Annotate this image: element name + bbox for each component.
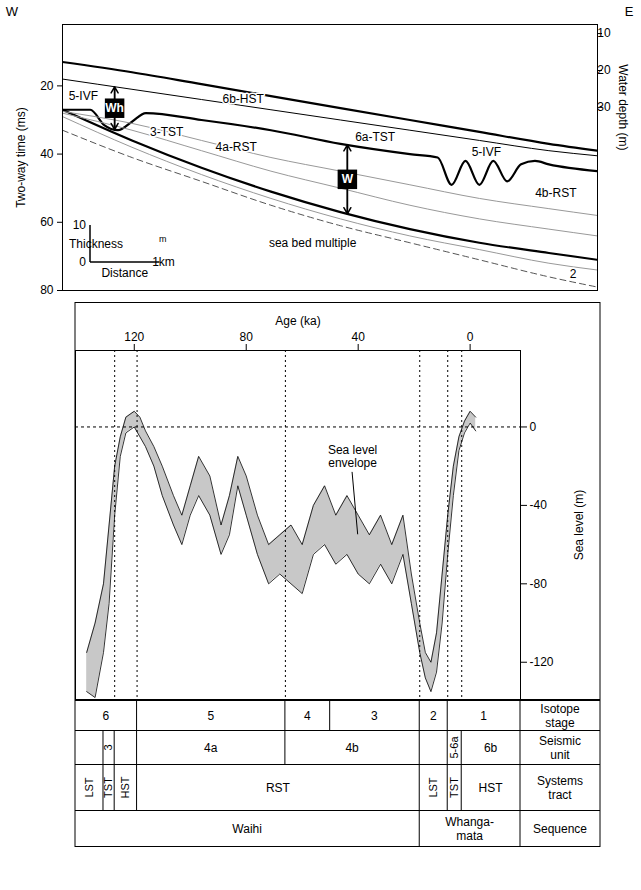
- svg-text:m: m: [159, 234, 167, 244]
- svg-text:4b: 4b: [345, 741, 359, 755]
- svg-text:-40: -40: [530, 498, 548, 512]
- svg-text:W: W: [6, 4, 19, 19]
- svg-text:6b-HST: 6b-HST: [222, 92, 264, 106]
- svg-text:Distance: Distance: [101, 266, 148, 280]
- svg-text:HST: HST: [479, 781, 504, 795]
- svg-text:Thickness: Thickness: [69, 237, 123, 251]
- svg-text:20: 20: [597, 63, 611, 77]
- svg-text:W: W: [342, 172, 354, 186]
- svg-text:HST: HST: [119, 776, 131, 798]
- svg-text:Wh: Wh: [105, 101, 124, 115]
- svg-text:120: 120: [124, 330, 144, 344]
- svg-text:LST: LST: [83, 777, 95, 797]
- svg-text:1: 1: [480, 709, 487, 723]
- svg-text:0: 0: [530, 420, 537, 434]
- svg-text:6: 6: [102, 709, 109, 723]
- svg-text:LST: LST: [427, 777, 439, 797]
- svg-text:sea bed multiple: sea bed multiple: [269, 236, 357, 250]
- svg-text:40: 40: [351, 330, 365, 344]
- svg-text:3: 3: [371, 709, 378, 723]
- svg-text:10: 10: [597, 26, 611, 40]
- svg-text:5-6a: 5-6a: [448, 736, 460, 759]
- svg-text:RST: RST: [266, 781, 291, 795]
- svg-text:Systemstract: Systemstract: [537, 774, 583, 802]
- svg-text:Isotopestage: Isotopestage: [540, 702, 580, 730]
- svg-text:Whanga-mata: Whanga-mata: [445, 815, 494, 843]
- svg-text:4a: 4a: [204, 741, 218, 755]
- svg-text:40: 40: [40, 147, 54, 161]
- svg-text:3-TST: 3-TST: [150, 125, 184, 139]
- svg-text:4b-RST: 4b-RST: [535, 186, 577, 200]
- svg-text:TST: TST: [102, 777, 114, 798]
- svg-text:80: 80: [40, 283, 54, 297]
- svg-text:3: 3: [102, 744, 114, 750]
- svg-text:0: 0: [467, 330, 474, 344]
- svg-text:Waihi: Waihi: [232, 822, 262, 836]
- svg-text:20: 20: [40, 79, 54, 93]
- svg-text:2: 2: [570, 267, 577, 281]
- svg-text:Seismicunit: Seismicunit: [539, 734, 581, 762]
- svg-text:6a-TST: 6a-TST: [355, 130, 396, 144]
- svg-text:-80: -80: [530, 577, 548, 591]
- svg-text:4a-RST: 4a-RST: [216, 140, 258, 154]
- svg-text:0: 0: [79, 255, 86, 269]
- svg-text:5-IVF: 5-IVF: [472, 145, 501, 159]
- svg-text:5-IVF: 5-IVF: [69, 89, 98, 103]
- svg-text:Sea levelenvelope: Sea levelenvelope: [328, 443, 377, 470]
- svg-text:60: 60: [40, 215, 54, 229]
- svg-text:4: 4: [304, 709, 311, 723]
- svg-text:5: 5: [207, 709, 214, 723]
- svg-text:TST: TST: [448, 777, 460, 798]
- svg-text:Sea level (m): Sea level (m): [572, 490, 586, 561]
- svg-text:1km: 1km: [152, 255, 175, 269]
- svg-text:Age (ka): Age (ka): [275, 314, 320, 328]
- svg-text:Sequence: Sequence: [533, 822, 587, 836]
- svg-text:E: E: [625, 4, 634, 19]
- svg-text:2: 2: [430, 709, 437, 723]
- svg-text:80: 80: [240, 330, 254, 344]
- svg-text:-120: -120: [530, 655, 554, 669]
- svg-text:Water depth (m): Water depth (m): [616, 64, 630, 150]
- svg-text:Two-way time (ms): Two-way time (ms): [14, 107, 28, 208]
- svg-text:6b: 6b: [484, 741, 498, 755]
- svg-text:30: 30: [597, 100, 611, 114]
- svg-text:10: 10: [73, 218, 87, 232]
